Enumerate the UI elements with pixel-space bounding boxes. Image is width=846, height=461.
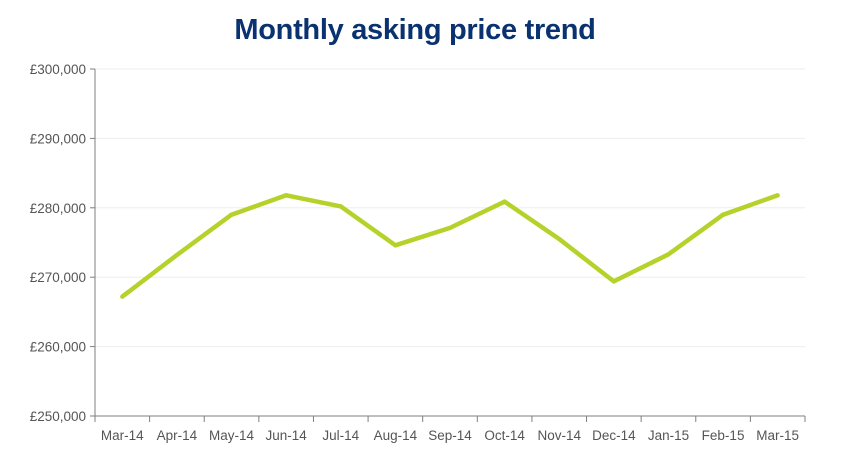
x-tick-label: Mar-15 <box>756 428 799 443</box>
data-point <box>393 243 398 248</box>
x-tick-label: May-14 <box>209 428 255 443</box>
data-point <box>338 204 343 209</box>
data-point <box>775 193 780 198</box>
x-tick-label: Feb-15 <box>702 428 745 443</box>
x-tick-label: Jan-15 <box>648 428 689 443</box>
y-tick-label: £280,000 <box>30 201 86 216</box>
data-point <box>611 279 617 284</box>
x-tick-label: Aug-14 <box>374 428 418 443</box>
data-point <box>174 252 180 258</box>
x-tick-label: Apr-14 <box>157 428 198 443</box>
y-tick-label: £270,000 <box>30 270 86 285</box>
x-tick-label: Oct-14 <box>484 428 525 443</box>
data-point <box>283 193 289 198</box>
y-tick-label: £250,000 <box>30 409 86 424</box>
data-point <box>502 199 507 204</box>
data-point <box>720 212 726 217</box>
x-tick-label: Mar-14 <box>101 428 144 443</box>
data-point <box>666 252 671 257</box>
data-point <box>120 294 125 299</box>
x-tick-label: Jul-14 <box>322 428 359 443</box>
y-tick-label: £260,000 <box>30 340 86 355</box>
chart-title: Monthly asking price trend <box>234 14 596 46</box>
y-tick-label: £290,000 <box>30 131 86 146</box>
series-line <box>120 193 779 299</box>
x-tick-label: Dec-14 <box>592 428 636 443</box>
data-point <box>447 225 453 231</box>
x-tick-label: Nov-14 <box>537 428 581 443</box>
x-tick-label: Jun-14 <box>266 428 308 443</box>
data-point <box>229 212 234 217</box>
data-point <box>557 236 562 242</box>
x-tick-label: Sep-14 <box>428 428 472 443</box>
y-tick-label: £300,000 <box>30 62 86 77</box>
